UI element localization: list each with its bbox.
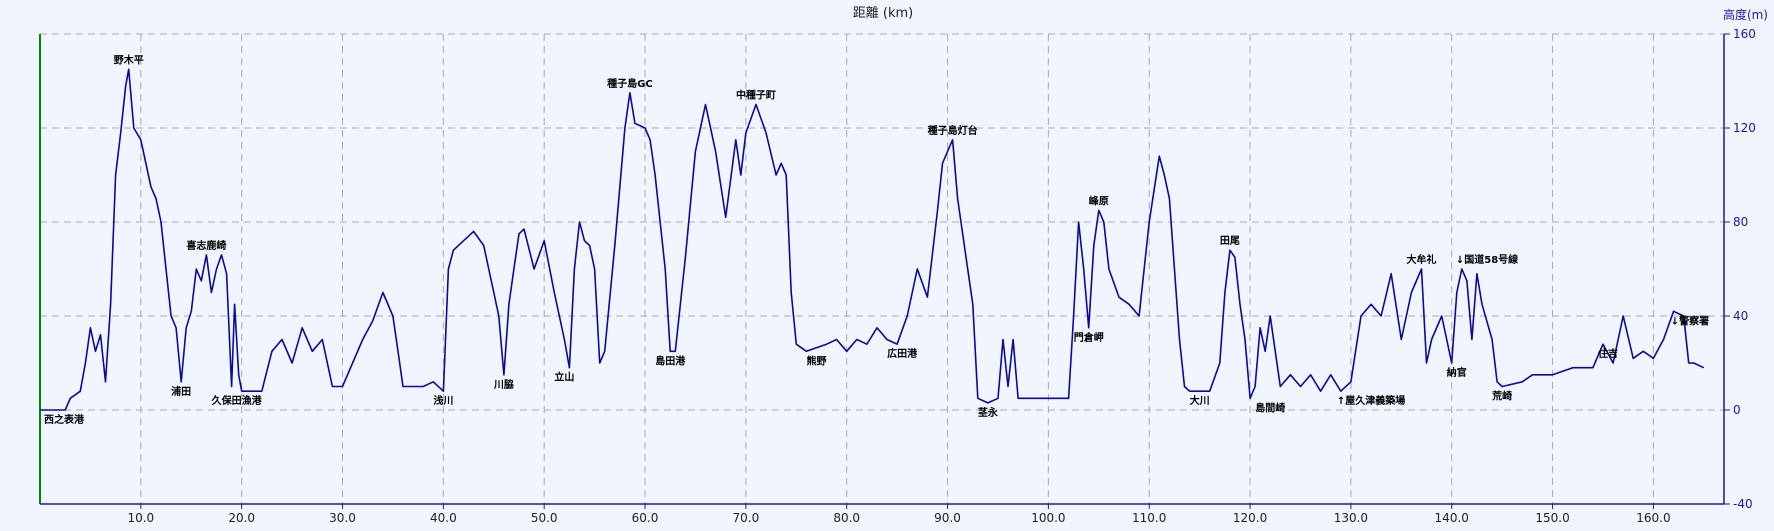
y-tick-label: 80 xyxy=(1733,215,1748,229)
place-label: 浅川 xyxy=(433,394,453,407)
x-axis-ticks: 10.0 20.0 30.0 40.0 50.0 60.0 70.0 80.0 90.0 100.… xyxy=(127,504,1671,525)
place-label: 門倉岬 xyxy=(1074,331,1104,344)
place-label: 峰原 xyxy=(1089,194,1109,207)
x-tick-label: 90.0 xyxy=(934,511,961,525)
place-label: 納官 xyxy=(1447,366,1467,379)
x-tick-label: 20.0 xyxy=(228,511,255,525)
place-label: 荒崎 xyxy=(1491,390,1512,403)
elevation-line xyxy=(40,68,1705,411)
place-label: 島間崎 xyxy=(1255,401,1285,414)
y-axis-label: 高度(m) xyxy=(1723,7,1768,22)
place-label: ↓警察署 xyxy=(1671,314,1709,327)
place-label: ↑屋久津義築場 xyxy=(1337,394,1405,407)
x-tick-label: 110.0 xyxy=(1132,511,1166,525)
y-tick-label: 40 xyxy=(1733,309,1748,323)
place-label: 喜志鹿崎 xyxy=(186,239,226,252)
place-label: 久保田漁港 xyxy=(211,394,263,407)
place-label: 野木平 xyxy=(114,53,144,66)
grid xyxy=(40,33,1724,504)
x-tick-label: 60.0 xyxy=(632,511,659,525)
x-tick-label: 70.0 xyxy=(733,511,760,525)
place-label: 種子島灯台 xyxy=(928,124,978,137)
place-label: 種子島GC xyxy=(607,77,653,90)
series-layer xyxy=(40,68,1705,411)
place-label: 広田港 xyxy=(887,347,918,360)
x-tick-label: 140.0 xyxy=(1435,511,1469,525)
place-label: 住吉 xyxy=(1598,347,1618,360)
place-label: 大牟礼 xyxy=(1406,253,1436,266)
x-tick-label: 130.0 xyxy=(1334,511,1368,525)
x-tick-label: 40.0 xyxy=(430,511,457,525)
place-label: 浦田 xyxy=(171,385,191,398)
x-tick-label: 10.0 xyxy=(127,511,154,525)
place-label: 熊野 xyxy=(806,354,826,367)
place-label: 川脇 xyxy=(493,378,514,391)
x-tick-label: 120.0 xyxy=(1233,511,1267,525)
y-axis-ticks: 160 120 80 40 0 -40 xyxy=(1724,27,1756,511)
y-tick-label: 160 xyxy=(1733,27,1756,41)
place-label: 島田港 xyxy=(655,354,686,367)
x-tick-label: 80.0 xyxy=(833,511,860,525)
x-tick-label: 150.0 xyxy=(1535,511,1569,525)
y-tick-label: -40 xyxy=(1733,497,1753,511)
place-label: 茎永 xyxy=(978,406,999,419)
place-label: ↓国道58号線 xyxy=(1456,253,1518,266)
y-tick-label: 120 xyxy=(1733,121,1756,135)
x-tick-label: 50.0 xyxy=(531,511,558,525)
chart-title: 距離 (km) xyxy=(853,6,913,21)
place-label: 大川 xyxy=(1190,394,1210,407)
place-label: 立山 xyxy=(554,371,574,384)
place-label: 中種子町 xyxy=(736,89,776,102)
x-tick-label: 100.0 xyxy=(1031,511,1065,525)
place-label: 西之表港 xyxy=(44,413,85,426)
place-label: 田尾 xyxy=(1220,235,1240,247)
x-tick-label: 30.0 xyxy=(329,511,356,525)
x-tick-label: 160.0 xyxy=(1636,511,1670,525)
y-tick-label: 0 xyxy=(1733,403,1741,417)
